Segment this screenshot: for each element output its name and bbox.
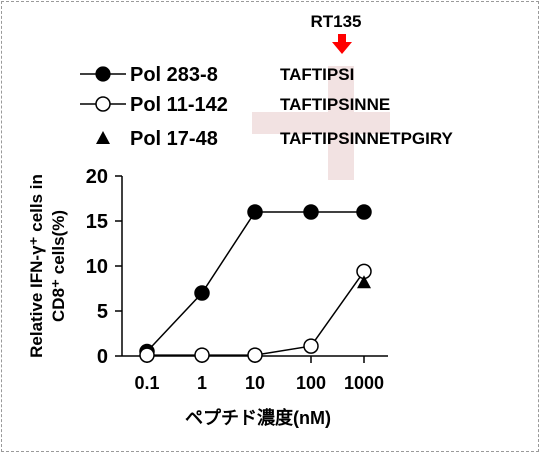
data-point-pol-283-8 — [194, 285, 210, 301]
down-arrow-icon — [332, 34, 352, 54]
x-tick-label: 0.1 — [134, 373, 159, 393]
data-point-pol-11-142 — [139, 347, 155, 363]
peptide-sequence-pol-17-48: TAFTIPSINNETPGIRY — [280, 129, 454, 148]
y-ticks: 0 5 10 15 20 — [86, 166, 122, 368]
legend: Pol 283-8 TAFTIPSI Pol 11-142 TAFTIPSINN… — [80, 64, 454, 150]
y-axis-title-line-1: Relative IFN-γ⁺ cells in — [27, 174, 46, 358]
legend-label-pol-11-142: Pol 11-142 — [130, 94, 228, 116]
data-point-pol-283-8 — [303, 204, 319, 220]
y-tick-label: 20 — [86, 166, 108, 188]
peptide-sequence-pol-11-142: TAFTIPSINNE — [280, 95, 390, 114]
data-point-pol-11-142 — [247, 347, 263, 363]
residue-highlight-band — [252, 112, 390, 134]
x-axis-title: ペプチド濃度(nM) — [185, 407, 331, 428]
y-tick-label: 10 — [86, 256, 108, 278]
legend-label-pol-283-8: Pol 283-8 — [130, 64, 218, 86]
legend-marker-pol-17-48 — [96, 131, 110, 144]
legend-marker-pol-283-8 — [95, 66, 111, 82]
data-point-pol-283-8 — [247, 204, 263, 220]
data-point-pol-283-8 — [356, 204, 372, 220]
x-tick-label: 100 — [296, 373, 326, 393]
x-tick-label: 1 — [197, 373, 207, 393]
series-line-pol-11-142 — [147, 270, 365, 356]
legend-marker-pol-11-142 — [95, 96, 111, 112]
y-tick-label: 15 — [86, 211, 108, 233]
residue-highlight-bar — [328, 66, 354, 112]
x-tick-label: 10 — [245, 373, 265, 393]
y-tick-label: 0 — [97, 346, 108, 368]
legend-label-pol-17-48: Pol 17-48 — [130, 128, 218, 150]
series-layer — [139, 204, 372, 363]
y-tick-label: 5 — [97, 301, 108, 323]
series-line-pol-283-8 — [146, 211, 364, 353]
x-tick-label: 1000 — [344, 373, 384, 393]
residue-highlight-bar — [328, 134, 354, 180]
x-ticks: 0.1 1 10 100 1000 — [134, 356, 384, 393]
data-point-pol-17-48 — [357, 275, 371, 289]
y-axis-title-line-2: CD8⁺ cells(%) — [49, 210, 68, 322]
rt135-label: RT135 — [310, 12, 361, 31]
peptide-sequence-pol-283-8: TAFTIPSI — [280, 65, 354, 84]
data-point-pol-11-142 — [303, 338, 319, 354]
data-point-pol-11-142 — [194, 347, 210, 363]
